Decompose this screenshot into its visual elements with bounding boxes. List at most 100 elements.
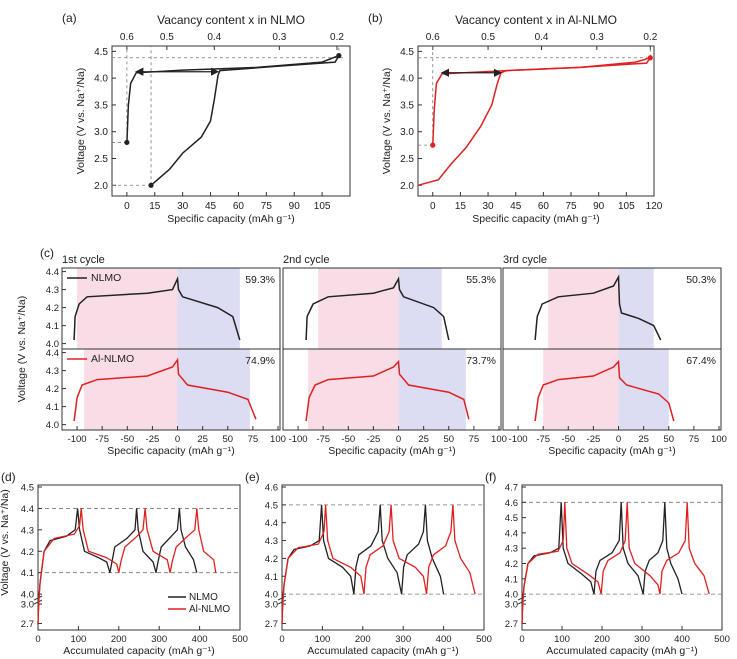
x-tick-label: -50 bbox=[561, 434, 575, 445]
top-tick-label: 0.5 bbox=[481, 32, 495, 43]
x-tick-label: -25 bbox=[367, 434, 381, 445]
x-axis-label: Specific capacity (mAh g⁻¹) bbox=[328, 445, 456, 457]
x-tick-label: -50 bbox=[120, 434, 134, 445]
legend-label: Al-NLMO bbox=[189, 604, 230, 615]
y-tick-label: 4.0 bbox=[46, 339, 59, 350]
x-tick-label: 300 bbox=[395, 634, 411, 645]
y-tick-label: 2.0 bbox=[400, 181, 414, 192]
y-tick-label: 4.4 bbox=[505, 528, 518, 539]
x-tick-label: 0 bbox=[519, 634, 524, 645]
top-axis-title: Vacancy content x in NLMO bbox=[157, 13, 305, 27]
y-tick-label: 4.5 bbox=[265, 500, 278, 511]
x-axis-label: Specific capacity (mAh g⁻¹) bbox=[167, 213, 295, 225]
x-tick-label: 200 bbox=[111, 634, 127, 645]
cycle-2: 2nd cycle 55.3% 73.7% -100 -75 -50 -25 0 25 50 75 1… bbox=[282, 254, 507, 457]
y-tick-label: 3.0 bbox=[21, 600, 34, 611]
y-axis-label: Voltage (V vs. Na⁺/Na) bbox=[381, 68, 393, 175]
x-axis-label: Accumulated capacity (mAh g⁻¹) bbox=[63, 645, 214, 657]
y-axis-label: Voltage (V vs. Na⁺/Na) bbox=[0, 489, 11, 596]
discharge-region bbox=[177, 268, 240, 349]
axis-break-mark bbox=[33, 595, 43, 605]
y-tick-label: 4.3 bbox=[265, 536, 278, 547]
x-tick-label: -100 bbox=[68, 434, 87, 445]
y-tick-label: 4.5 bbox=[94, 47, 108, 58]
panel-d: (d) 2.7 3.04.0 4.1 4.2 4.3 4.4 4.5 0 100 200 300 400… bbox=[0, 470, 248, 657]
y-tick-label: 4.0 bbox=[505, 590, 518, 601]
retention-percent: 73.7% bbox=[466, 355, 496, 367]
y-tick-label: 4.2 bbox=[21, 547, 34, 558]
panel-label: (a) bbox=[62, 11, 77, 25]
plot-frame bbox=[417, 45, 655, 197]
x-tick-label: 120 bbox=[646, 201, 663, 212]
top-tick-label: 0.4 bbox=[535, 32, 549, 43]
top-tick-label: 0.6 bbox=[120, 32, 134, 43]
x-tick-label: -100 bbox=[289, 434, 308, 445]
panel-label: (f) bbox=[485, 470, 496, 484]
x-tick-label: 75 bbox=[248, 434, 259, 445]
y-tick-label: 4.4 bbox=[46, 267, 59, 278]
axis-break-mark bbox=[517, 595, 527, 605]
y-tick-label: 4.2 bbox=[505, 559, 518, 570]
x-tick-label: 75 bbox=[469, 434, 480, 445]
x-tick-label: 200 bbox=[594, 634, 610, 645]
point-marker bbox=[148, 182, 154, 188]
voltage-curve-al bbox=[305, 359, 470, 422]
y-tick-label: 4.1 bbox=[265, 572, 278, 583]
x-axis-label: Accumulated capacity (mAh g⁻¹) bbox=[307, 645, 458, 657]
x-tick-label: 400 bbox=[192, 634, 208, 645]
charge-region bbox=[318, 268, 399, 349]
x-tick-label: 0 bbox=[396, 434, 401, 445]
x-tick-label: 45 bbox=[510, 201, 522, 212]
x-tick-label: 15 bbox=[149, 201, 161, 212]
y-tick-label: 2.7 bbox=[265, 619, 278, 630]
x-tick-label: 25 bbox=[197, 434, 208, 445]
point-marker bbox=[336, 53, 342, 59]
y-tick-label: 4.2 bbox=[265, 554, 278, 565]
top-tick-label: 0.3 bbox=[272, 32, 286, 43]
legend-label: NLMO bbox=[189, 592, 218, 603]
discharge-region bbox=[618, 268, 654, 349]
x-tick-label: 0 bbox=[175, 434, 180, 445]
y-tick-label: 4.3 bbox=[505, 544, 518, 555]
y-tick-label: 4.4 bbox=[21, 504, 34, 515]
y-tick-label: 4.0 bbox=[265, 590, 278, 601]
x-tick-label: -75 bbox=[316, 434, 330, 445]
x-tick-label: 100 bbox=[711, 434, 727, 445]
x-tick-label: 500 bbox=[232, 634, 248, 645]
panel-b: (b) Vacancy content x in Al-NLMO 0.6 0.5 0.4… bbox=[368, 11, 663, 225]
x-tick-label: 500 bbox=[714, 634, 730, 645]
cycle-title: 2nd cycle bbox=[283, 254, 329, 266]
x-tick-label: 75 bbox=[565, 201, 577, 212]
series-line-Al-NLMO bbox=[281, 504, 476, 624]
charge-region bbox=[548, 268, 619, 349]
series-line-Al-NLMO bbox=[521, 502, 710, 624]
axis-break-mark bbox=[277, 595, 287, 605]
y-tick-label: 4.6 bbox=[265, 483, 278, 494]
panel-f: (f) 2.7 3.04.0 4.1 4.2 4.3 4.4 4.5 4.6 4.7 0 100 200… bbox=[485, 470, 730, 657]
y-tick-label: 4.5 bbox=[21, 483, 34, 494]
retention-percent: 67.4% bbox=[686, 355, 716, 367]
plot-frame bbox=[521, 484, 723, 631]
x-tick-label: 100 bbox=[314, 634, 330, 645]
y-tick-label: 2.5 bbox=[94, 154, 108, 165]
x-tick-label: 100 bbox=[70, 634, 86, 645]
y-axis-label: Voltage (V vs. Na⁺/Na) bbox=[16, 296, 28, 403]
x-tick-label: -50 bbox=[341, 434, 355, 445]
series-line-Al-NLMO bbox=[37, 508, 217, 624]
y-tick-label: 4.2 bbox=[46, 303, 59, 314]
y-tick-label: 3.0 bbox=[400, 127, 414, 138]
x-tick-label: 45 bbox=[205, 201, 217, 212]
y-tick-label: 4.4 bbox=[265, 518, 278, 529]
x-tick-label: 200 bbox=[355, 634, 371, 645]
x-tick-label: 60 bbox=[538, 201, 550, 212]
x-tick-label: 75 bbox=[261, 201, 273, 212]
y-tick-label: 4.6 bbox=[505, 498, 518, 509]
plot-frame bbox=[111, 45, 351, 197]
y-tick-label: 4.7 bbox=[505, 483, 518, 494]
top-tick-label: 0.2 bbox=[643, 32, 657, 43]
y-tick-label: 4.1 bbox=[46, 402, 59, 413]
x-tick-label: 25 bbox=[638, 434, 649, 445]
x-tick-label: 90 bbox=[593, 201, 605, 212]
panel-label: (e) bbox=[245, 470, 260, 484]
y-tick-label: 4.0 bbox=[400, 74, 414, 85]
